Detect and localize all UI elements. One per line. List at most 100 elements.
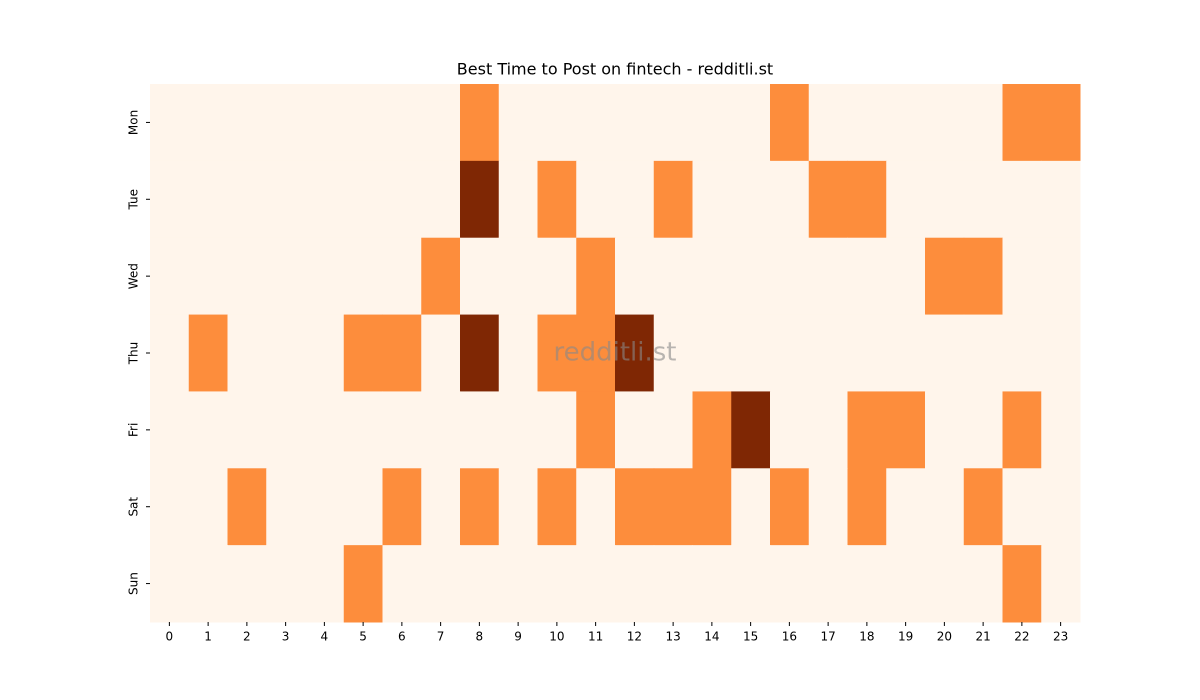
- heat-cell: [498, 468, 538, 546]
- heat-cell: [1002, 545, 1042, 623]
- heat-cell: [150, 160, 190, 239]
- heat-cell: [692, 545, 732, 623]
- heat-cell: [808, 545, 848, 623]
- heat-cell: [1041, 468, 1081, 546]
- heat-cell: [150, 468, 190, 546]
- heat-cell: [150, 391, 190, 469]
- heat-cell: [770, 160, 810, 239]
- heat-cell: [150, 545, 190, 623]
- heat-cell: [343, 160, 383, 239]
- heat-cell: [731, 391, 771, 469]
- heat-cell: [615, 237, 655, 316]
- heat-cell: [1002, 468, 1042, 546]
- heat-cell: [266, 160, 306, 239]
- heat-cell: [692, 84, 732, 162]
- heat-cell: [886, 391, 926, 469]
- heat-cell: [305, 237, 345, 316]
- heat-cell: [227, 237, 267, 316]
- heat-cell: [343, 314, 383, 392]
- heat-cell: [576, 84, 616, 162]
- heat-cell: [770, 545, 810, 623]
- heat-cell: [808, 160, 848, 239]
- y-tick-label: Thu: [127, 342, 141, 366]
- x-tick-label: 18: [859, 630, 874, 644]
- heat-cell: [460, 314, 500, 392]
- heat-cell: [925, 468, 965, 546]
- heat-cell: [460, 468, 500, 546]
- heat-cell: [731, 468, 771, 546]
- heat-cell: [886, 84, 926, 162]
- x-tick-label: 5: [359, 630, 367, 644]
- heat-cell: [382, 545, 422, 623]
- heat-cell: [731, 237, 771, 316]
- heat-cell: [188, 84, 228, 162]
- heat-cell: [227, 314, 267, 392]
- x-tick-label: 19: [898, 630, 913, 644]
- x-tick-label: 12: [627, 630, 642, 644]
- heat-cell: [188, 391, 228, 469]
- heat-cell: [343, 545, 383, 623]
- heat-cell: [343, 237, 383, 316]
- heat-cell: [847, 314, 887, 392]
- heat-cell: [847, 545, 887, 623]
- heat-cell: [343, 468, 383, 546]
- heat-cell: [770, 237, 810, 316]
- heat-cell: [266, 468, 306, 546]
- heat-cell: [498, 84, 538, 162]
- heat-cell: [963, 160, 1003, 239]
- heat-cell: [847, 237, 887, 316]
- heat-cell: [150, 237, 190, 316]
- heat-cell: [421, 314, 461, 392]
- heat-cell: [460, 391, 500, 469]
- heat-cell: [498, 160, 538, 239]
- heat-cell: [421, 84, 461, 162]
- heat-cell: [847, 84, 887, 162]
- heat-cell: [808, 84, 848, 162]
- heat-cell: [653, 468, 693, 546]
- heat-cell: [653, 237, 693, 316]
- heat-cell: [886, 314, 926, 392]
- x-tick-label: 4: [321, 630, 329, 644]
- heat-cell: [1041, 314, 1081, 392]
- x-tick-label: 21: [975, 630, 990, 644]
- heat-cell: [537, 160, 577, 239]
- heat-cell: [537, 391, 577, 469]
- heat-cell: [770, 314, 810, 392]
- heat-cell: [576, 468, 616, 546]
- y-tick-label: Tue: [127, 189, 141, 211]
- x-tick-label: 15: [743, 630, 758, 644]
- heat-cell: [576, 545, 616, 623]
- y-tick-label: Wed: [127, 263, 141, 289]
- heat-cell: [653, 160, 693, 239]
- heat-cell: [963, 391, 1003, 469]
- heat-cell: [537, 84, 577, 162]
- heat-cell: [227, 468, 267, 546]
- heat-cell: [615, 160, 655, 239]
- heat-cell: [653, 314, 693, 392]
- heat-cell: [382, 314, 422, 392]
- heat-cell: [925, 314, 965, 392]
- heat-cell: [227, 545, 267, 623]
- heat-cell: [770, 84, 810, 162]
- heat-cell: [537, 314, 577, 392]
- heat-cell: [382, 160, 422, 239]
- heat-cell: [925, 160, 965, 239]
- heat-cell: [537, 237, 577, 316]
- heat-cell: [692, 391, 732, 469]
- heat-cell: [382, 468, 422, 546]
- x-tick-label: 7: [437, 630, 445, 644]
- heat-cell: [421, 237, 461, 316]
- heat-cell: [498, 391, 538, 469]
- heat-cell: [343, 391, 383, 469]
- y-tick-label: Sun: [127, 572, 141, 595]
- heat-cell: [227, 391, 267, 469]
- heat-cell: [188, 314, 228, 392]
- heat-cell: [1002, 84, 1042, 162]
- heat-cell: [1002, 160, 1042, 239]
- heat-cell: [305, 84, 345, 162]
- heat-cell: [692, 468, 732, 546]
- x-tick-label: 0: [166, 630, 174, 644]
- heat-cell: [188, 468, 228, 546]
